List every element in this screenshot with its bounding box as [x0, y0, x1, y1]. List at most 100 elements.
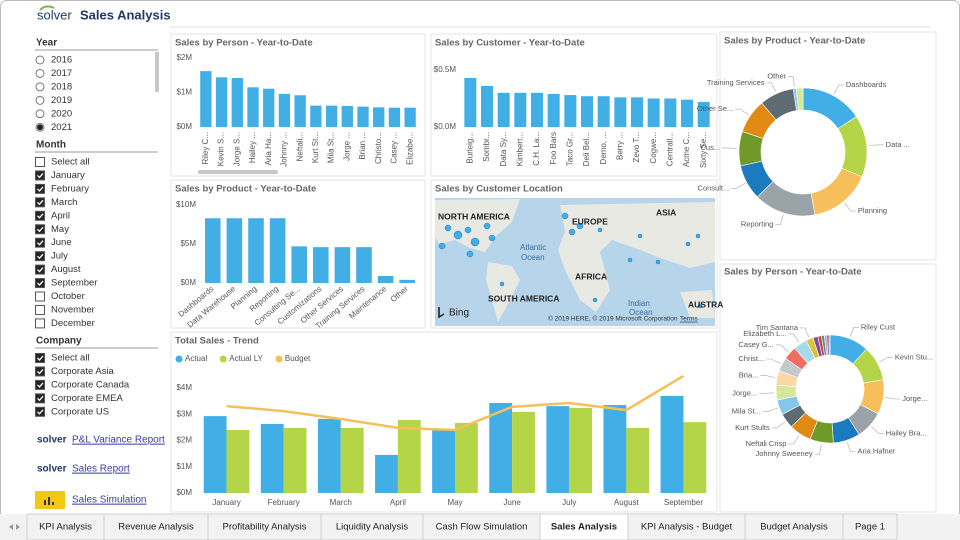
bar: [313, 247, 329, 283]
filter-item[interactable]: December: [51, 318, 95, 329]
checkbox[interactable]: [35, 353, 45, 363]
checkbox[interactable]: [35, 318, 45, 329]
link[interactable]: P&L Variance Report: [72, 435, 165, 446]
filter-item[interactable]: 2017: [51, 68, 72, 79]
filter-item[interactable]: July: [51, 251, 68, 262]
tab-label[interactable]: Page 1: [855, 522, 885, 533]
x-tick-label: Berry ...: [615, 132, 624, 160]
checkbox[interactable]: [35, 183, 45, 194]
map-terms[interactable]: Terms: [680, 316, 698, 323]
x-tick-label: Mila St...: [327, 132, 336, 163]
bar: [334, 247, 351, 283]
bar: [310, 105, 322, 127]
slice-label: Johnny Sweeney: [756, 449, 813, 458]
tab-label[interactable]: Budget Analysis: [760, 522, 828, 533]
tab-label[interactable]: Cash Flow Simulation: [436, 522, 528, 533]
checkbox[interactable]: [35, 170, 45, 181]
radio[interactable]: [35, 82, 45, 92]
tab[interactable]: [422, 513, 541, 540]
slice-label: Jorge...: [902, 394, 927, 403]
filter-item[interactable]: 2018: [51, 81, 72, 92]
filter-item[interactable]: October: [51, 291, 85, 302]
checkbox[interactable]: [35, 197, 45, 208]
filter-item[interactable]: 2020: [51, 108, 72, 119]
checkbox[interactable]: [35, 393, 45, 404]
link[interactable]: Sales Simulation: [72, 495, 146, 506]
filter-item[interactable]: Select all: [51, 353, 90, 364]
tab-label[interactable]: Profitability Analysis: [223, 522, 307, 533]
filter-item[interactable]: Corporate EMEA: [51, 393, 123, 404]
checkbox[interactable]: [35, 379, 45, 390]
filter-item[interactable]: Corporate Asia: [51, 366, 115, 377]
tab-label[interactable]: Liquidity Analysis: [336, 522, 409, 533]
bar: [317, 418, 341, 493]
bar: [283, 427, 307, 493]
filter-item[interactable]: Corporate US: [51, 406, 109, 417]
x-tick-label: Brian ...: [358, 132, 367, 160]
tab-scroll-arrows[interactable]: [9, 524, 20, 530]
check: [37, 280, 44, 287]
filter-item[interactable]: 2019: [51, 95, 72, 106]
line: [226, 374, 685, 432]
checkbox[interactable]: [35, 237, 45, 248]
bar: [660, 395, 684, 493]
radio[interactable]: [35, 68, 45, 78]
tab-label[interactable]: KPI Analysis: [39, 522, 92, 533]
link[interactable]: Sales Report: [72, 464, 130, 475]
tab-label[interactable]: Revenue Analysis: [118, 522, 194, 533]
filter-item[interactable]: April: [51, 210, 70, 221]
checkbox[interactable]: [35, 291, 45, 302]
checkbox[interactable]: [35, 278, 45, 289]
tab[interactable]: [26, 513, 105, 540]
tab-label[interactable]: Sales Analysis: [551, 522, 617, 533]
filter-item[interactable]: November: [51, 304, 95, 315]
slice-label: Reporting: [741, 220, 774, 229]
filter-item[interactable]: 2021: [51, 122, 72, 133]
leader-line: [775, 344, 789, 352]
bar: [603, 405, 627, 493]
checkbox[interactable]: [35, 304, 45, 315]
slice-label: Kevin Stu...: [895, 352, 933, 361]
x-tick-label: Aria Ha...: [264, 132, 273, 165]
tab[interactable]: [103, 513, 209, 540]
filter-item[interactable]: Select all: [51, 157, 90, 168]
radio[interactable]: [35, 109, 45, 119]
x-tick-label: Elizabe...: [405, 132, 414, 165]
filter-item[interactable]: May: [51, 224, 69, 235]
filter-item[interactable]: March: [51, 197, 77, 208]
checkbox[interactable]: [35, 264, 45, 275]
checkbox[interactable]: [35, 366, 45, 377]
tab[interactable]: [539, 513, 629, 540]
bar: [269, 218, 286, 283]
tab[interactable]: [207, 513, 322, 540]
filter-title: Month: [36, 140, 66, 151]
radio[interactable]: [35, 95, 45, 105]
tab[interactable]: [627, 513, 746, 540]
y-tick-label: $0M: [180, 278, 196, 287]
filter-item[interactable]: January: [51, 170, 85, 181]
filter-item[interactable]: Corporate Canada: [51, 379, 130, 390]
checkbox[interactable]: [35, 406, 45, 417]
tab[interactable]: [744, 513, 844, 540]
x-tick-label: March: [330, 498, 352, 507]
checkbox[interactable]: [35, 157, 45, 167]
checkbox[interactable]: [35, 251, 45, 262]
tab-label[interactable]: KPI Analysis - Budget: [641, 522, 733, 533]
bar: [294, 95, 306, 127]
bar: [231, 78, 243, 127]
filter-item[interactable]: September: [51, 278, 97, 289]
filter-item[interactable]: 2016: [51, 55, 72, 66]
radio[interactable]: [35, 55, 45, 65]
filter-item[interactable]: August: [51, 264, 81, 275]
leader-line: [766, 358, 781, 364]
tab[interactable]: [842, 513, 898, 540]
bar: [683, 422, 707, 493]
tab[interactable]: [320, 513, 424, 540]
filter-item[interactable]: February: [51, 183, 89, 194]
checkbox[interactable]: [35, 224, 45, 235]
legend-marker: [275, 355, 283, 363]
bar: [377, 275, 394, 283]
bar: [597, 96, 610, 127]
checkbox[interactable]: [35, 210, 45, 221]
filter-item[interactable]: June: [51, 237, 72, 248]
